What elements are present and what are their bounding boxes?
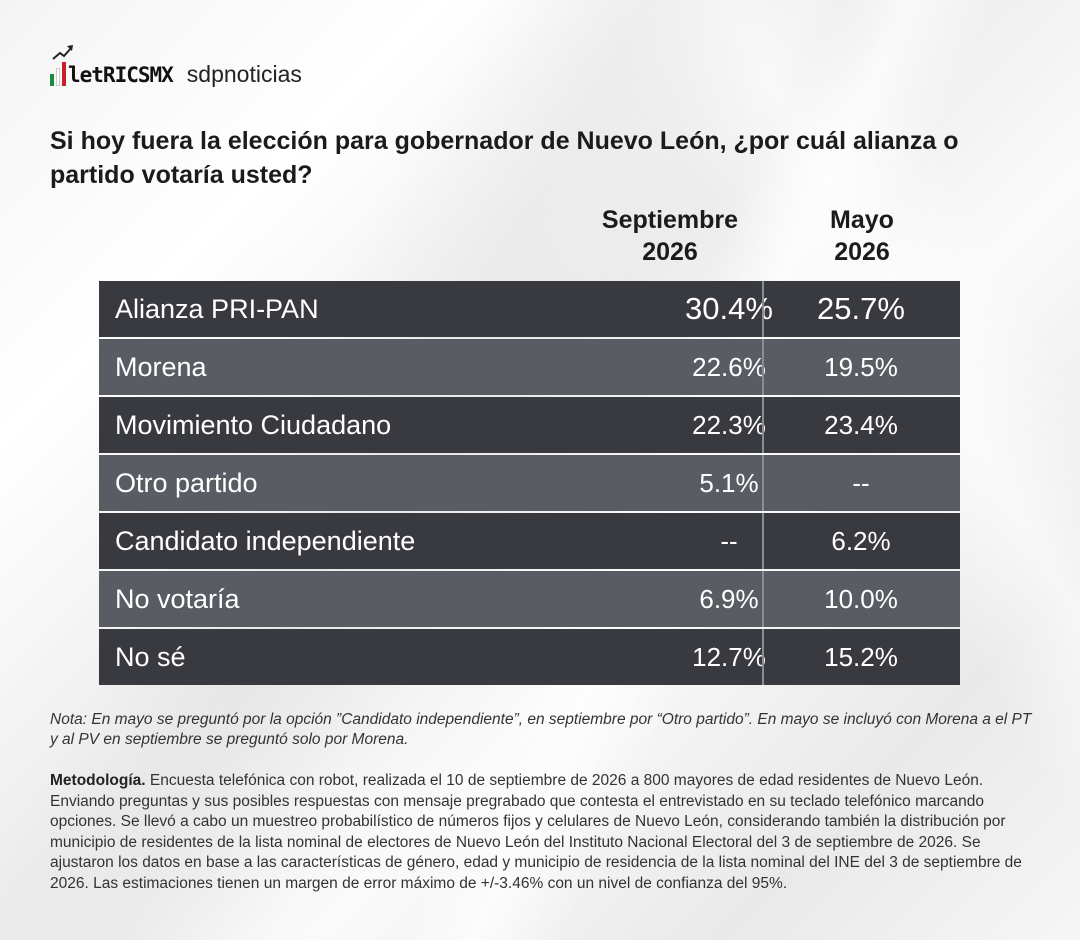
value-septiembre: 30.4% <box>685 291 773 326</box>
value-septiembre: 22.3% <box>692 409 766 440</box>
row-label: No sé <box>115 641 186 672</box>
value-mayo: -- <box>852 467 870 498</box>
value-mayo: 6.2% <box>831 525 891 556</box>
column-header-line: 2026 <box>834 238 890 266</box>
value-septiembre: 22.6% <box>692 351 766 382</box>
methodology-text: Metodología. Encuesta telefónica con rob… <box>50 771 1035 894</box>
column-divider <box>762 281 764 337</box>
table-row: No votaría 6.9% 10.0% <box>99 571 960 627</box>
value-mayo: 23.4% <box>824 409 898 440</box>
row-label: Alianza PRI-PAN <box>115 293 319 324</box>
table-row: Morena 22.6% 19.5% <box>99 339 960 395</box>
table-row: Otro partido 5.1% -- <box>99 455 960 511</box>
row-label: Otro partido <box>115 467 258 498</box>
row-label: Morena <box>115 351 207 382</box>
column-divider <box>762 571 764 627</box>
table-row: Alianza PRI-PAN 30.4% 25.7% <box>99 281 960 337</box>
value-septiembre: 12.7% <box>692 641 766 672</box>
column-divider <box>762 397 764 453</box>
value-septiembre: -- <box>720 525 738 556</box>
column-divider <box>762 339 764 395</box>
column-divider <box>762 629 764 685</box>
table-row: No sé 12.7% 15.2% <box>99 629 960 685</box>
header: letRICSMX sdpnoticias <box>50 45 302 87</box>
column-header-line: Septiembre <box>601 206 739 234</box>
results-table: Alianza PRI-PAN 30.4% 25.7% Morena 22.6%… <box>99 281 960 685</box>
value-mayo: 19.5% <box>824 351 898 382</box>
row-label: Movimiento Ciudadano <box>115 409 392 440</box>
trend-arrow-icon <box>52 45 73 60</box>
value-mayo: 15.2% <box>824 641 898 672</box>
metrics-logo-text: letRICSMX <box>68 63 174 87</box>
column-divider <box>762 513 764 569</box>
value-septiembre: 5.1% <box>699 467 759 498</box>
column-header-line: Mayo <box>830 206 894 234</box>
column-header-line: 2026 <box>642 238 698 266</box>
row-label: Candidato independiente <box>115 525 416 556</box>
value-mayo: 25.7% <box>817 291 905 326</box>
metricsmx-logo: letRICSMX <box>50 45 174 87</box>
value-septiembre: 6.9% <box>699 583 759 614</box>
table-row: Candidato independiente -- 6.2% <box>99 513 960 569</box>
poll-question: Si hoy fuera la elección para gobernador… <box>50 127 959 189</box>
column-divider <box>762 455 764 511</box>
value-mayo: 10.0% <box>824 583 898 614</box>
sdpnoticias-logo: sdpnoticias <box>186 61 302 87</box>
table-row: Movimiento Ciudadano 22.3% 23.4% <box>99 397 960 453</box>
methodology-body: Encuesta telefónica con robot, realizada… <box>50 772 1022 892</box>
column-header-mayo: Mayo 2026 <box>762 204 962 268</box>
methodology-heading: Metodología. <box>50 772 146 789</box>
row-label: No votaría <box>115 583 240 614</box>
flag-bars-icon <box>50 62 66 86</box>
column-header-septiembre: Septiembre 2026 <box>570 204 770 268</box>
footnote: Nota: En mayo se preguntó por la opción … <box>50 711 1032 748</box>
